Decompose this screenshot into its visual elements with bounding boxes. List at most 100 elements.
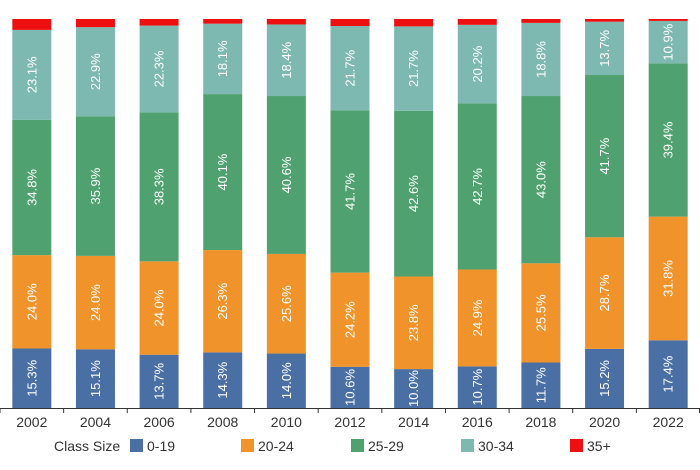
bar-0-19-2016 bbox=[457, 366, 497, 408]
data-label-25-29-2006: 38.3% bbox=[152, 168, 167, 205]
bar-30-34-2010 bbox=[266, 24, 306, 97]
data-label-20-24-2016: 24.9% bbox=[470, 299, 485, 336]
bar-0-19-2018 bbox=[521, 362, 561, 408]
legend-swatch-0-19 bbox=[130, 439, 143, 452]
bar-30-34-2012 bbox=[330, 26, 370, 111]
data-label-0-19-2020: 15.2% bbox=[597, 360, 612, 397]
legend-label-20-24: 20-24 bbox=[258, 438, 294, 454]
data-label-25-29-2008: 40.1% bbox=[215, 153, 230, 190]
x-tick-label-2008: 2008 bbox=[207, 414, 238, 430]
data-label-30-34-2010: 18.4% bbox=[279, 41, 294, 78]
bar-35+-2018 bbox=[521, 19, 561, 23]
bar-35+-2020 bbox=[585, 19, 625, 22]
bar-25-29-2006 bbox=[139, 112, 179, 262]
bar-35+-2004 bbox=[75, 19, 115, 28]
x-tick-label-2004: 2004 bbox=[80, 414, 111, 430]
x-tick-label-2022: 2022 bbox=[653, 414, 684, 430]
x-tick-label-2020: 2020 bbox=[589, 414, 620, 430]
bar-30-34-2002 bbox=[12, 29, 52, 120]
bar-0-19-2022 bbox=[648, 340, 688, 408]
data-label-20-24-2004: 24.0% bbox=[88, 284, 103, 321]
data-label-30-34-2002: 23.1% bbox=[24, 56, 39, 93]
bar-0-19-2010 bbox=[266, 353, 306, 408]
bar-30-34-2014 bbox=[394, 26, 434, 111]
x-tick-label-2002: 2002 bbox=[16, 414, 47, 430]
data-label-20-24-2002: 24.0% bbox=[24, 283, 39, 320]
legend-label-25-29: 25-29 bbox=[368, 438, 404, 454]
data-label-20-24-2018: 25.5% bbox=[533, 294, 548, 331]
bar-0-19-2002 bbox=[12, 348, 52, 408]
data-label-30-34-2020: 13.7% bbox=[597, 30, 612, 67]
data-label-25-29-2022: 39.4% bbox=[661, 121, 676, 158]
legend-swatch-25-29 bbox=[351, 439, 364, 452]
bar-20-24-2022 bbox=[648, 216, 688, 341]
data-label-30-34-2006: 22.3% bbox=[152, 50, 167, 87]
bar-0-19-2006 bbox=[139, 354, 179, 408]
data-label-25-29-2014: 42.6% bbox=[406, 175, 421, 212]
data-label-25-29-2002: 34.8% bbox=[24, 169, 39, 206]
x-tick-label-2010: 2010 bbox=[271, 414, 302, 430]
bar-20-24-2008 bbox=[203, 250, 243, 353]
bar-25-29-2022 bbox=[648, 63, 688, 217]
bar-20-24-2002 bbox=[12, 255, 52, 349]
data-label-0-19-2006: 13.7% bbox=[152, 362, 167, 399]
legend-label-0-19: 0-19 bbox=[147, 438, 175, 454]
data-label-30-34-2022: 10.9% bbox=[661, 23, 676, 60]
bar-0-19-2014 bbox=[394, 369, 434, 408]
legend-title: Class Size bbox=[54, 438, 120, 454]
bar-25-29-2014 bbox=[394, 110, 434, 277]
bar-20-24-2016 bbox=[457, 269, 497, 367]
data-label-0-19-2016: 10.7% bbox=[470, 368, 485, 405]
bar-30-34-2016 bbox=[457, 24, 497, 104]
data-label-30-34-2016: 20.2% bbox=[470, 45, 485, 82]
bar-30-34-2004 bbox=[75, 27, 115, 117]
bar-20-24-2010 bbox=[266, 253, 306, 354]
bar-35+-2002 bbox=[12, 19, 52, 30]
legend-swatch-30-34 bbox=[461, 439, 474, 452]
bar-25-29-2012 bbox=[330, 110, 370, 273]
bar-35+-2014 bbox=[394, 19, 434, 27]
segment-labels-group: 15.3% 24.0% 34.8% 23.1% 15.1% 24.0% 35.9% 22.9%… bbox=[24, 23, 675, 407]
bar-0-19-2012 bbox=[330, 366, 370, 408]
data-label-25-29-2020: 41.7% bbox=[597, 137, 612, 174]
data-label-30-34-2018: 18.8% bbox=[533, 41, 548, 78]
x-tick-label-2014: 2014 bbox=[398, 414, 429, 430]
bar-25-29-2010 bbox=[266, 96, 306, 254]
bar-25-29-2002 bbox=[12, 119, 52, 256]
data-label-0-19-2004: 15.1% bbox=[88, 360, 103, 397]
bar-25-29-2004 bbox=[75, 116, 115, 256]
bar-20-24-2014 bbox=[394, 276, 434, 370]
bar-0-19-2008 bbox=[203, 352, 243, 408]
bar-30-34-2022 bbox=[648, 20, 688, 64]
bar-0-19-2004 bbox=[75, 349, 115, 408]
x-tick-label-2016: 2016 bbox=[462, 414, 493, 430]
legend-swatch-20-24 bbox=[241, 439, 254, 452]
data-label-20-24-2014: 23.8% bbox=[406, 304, 421, 341]
x-tick-label-2012: 2012 bbox=[334, 414, 365, 430]
bar-20-24-2020 bbox=[585, 237, 625, 349]
bar-0-19-2020 bbox=[585, 348, 625, 408]
bar-35+-2016 bbox=[457, 19, 497, 25]
bar-35+-2022 bbox=[648, 19, 688, 21]
bar-30-34-2018 bbox=[521, 22, 561, 97]
data-label-30-34-2004: 22.9% bbox=[88, 53, 103, 90]
bar-35+-2006 bbox=[139, 19, 179, 26]
bars-group bbox=[12, 19, 688, 408]
bar-30-34-2006 bbox=[139, 25, 179, 113]
data-label-20-24-2006: 24.0% bbox=[152, 289, 167, 326]
data-label-0-19-2002: 15.3% bbox=[24, 359, 39, 396]
data-label-20-24-2008: 26.3% bbox=[215, 282, 230, 319]
x-ticks-group: 2002 2004 2006 2008 2010 2012 2014 2016 2018 2020… bbox=[0, 408, 700, 430]
data-label-0-19-2008: 14.3% bbox=[215, 361, 230, 398]
data-label-0-19-2010: 14.0% bbox=[279, 362, 294, 399]
legend-swatch-35+ bbox=[570, 439, 583, 452]
bar-20-24-2018 bbox=[521, 263, 561, 363]
data-label-0-19-2014: 10.0% bbox=[406, 370, 421, 407]
bar-20-24-2012 bbox=[330, 272, 370, 367]
bar-25-29-2016 bbox=[457, 103, 497, 270]
bar-20-24-2006 bbox=[139, 261, 179, 355]
data-label-20-24-2012: 24.2% bbox=[343, 301, 358, 338]
data-label-0-19-2018: 11.7% bbox=[533, 367, 548, 403]
bar-35+-2008 bbox=[203, 19, 243, 24]
